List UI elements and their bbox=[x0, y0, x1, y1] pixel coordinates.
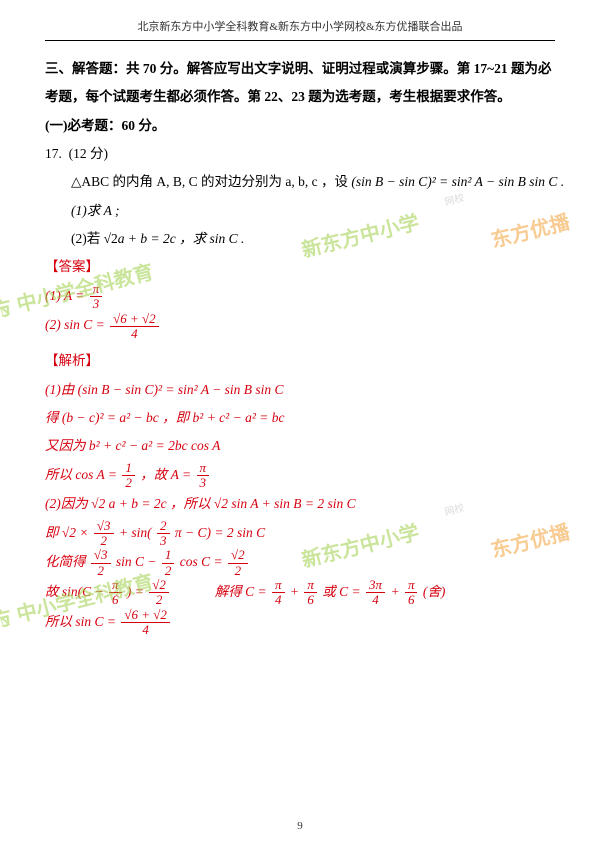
sol-l7: 化简得 √32 sin C − 12 cos C = √22 bbox=[45, 548, 555, 578]
sol-l4: 所以 cos A = 12 ，故 A = π3 bbox=[45, 461, 555, 491]
sol-l8: 故 sin(C − π6 ) = √22 解得 C = π4 + π6 或 C … bbox=[45, 578, 555, 608]
q17-header: 17. (12 分) bbox=[45, 140, 555, 168]
q17-part1: (1)求 A ; bbox=[45, 197, 555, 225]
page-number: 9 bbox=[0, 820, 600, 832]
answer-heading: 【答案】 bbox=[45, 253, 555, 281]
sol-l2: 得 (b − c)² = a² − bc ，即 b² + c² − a² = b… bbox=[45, 404, 555, 432]
section-subtitle: (一)必考题：60 分。 bbox=[45, 112, 555, 140]
q17-stem: △ABC 的内角 A, B, C 的对边分别为 a, b, c ，设 (sin … bbox=[45, 168, 555, 196]
sol-l5: (2)因为 √2 a + b = 2c ，所以 √2 sin A + sin B… bbox=[45, 490, 555, 518]
sol-l6: 即 √2 × √32 + sin( 23 π − C) = 2 sin C bbox=[45, 519, 555, 549]
section-title-line2: 考题，每个试题考生都必须作答。第 22、23 题为选考题，考生根据要求作答。 bbox=[45, 83, 555, 111]
sol-l9: 所以 sin C = √6 + √24 bbox=[45, 608, 555, 638]
answer-1: (1) A = π3 bbox=[45, 282, 555, 312]
sol-l3: 又因为 b² + c² − a² = 2bc cos A bbox=[45, 432, 555, 460]
q17-part2: (2)若 √2a + b = 2c ，求 sin C . bbox=[45, 225, 555, 253]
solution-heading: 【解析】 bbox=[45, 347, 555, 375]
answer-2: (2) sin C = √6 + √24 bbox=[45, 311, 555, 341]
sol-l1: (1)由 (sin B − sin C)² = sin² A − sin B s… bbox=[45, 376, 555, 404]
page-content: 三、解答题：共 70 分。解答应写出文字说明、证明过程或演算步骤。第 17~21… bbox=[0, 41, 600, 637]
section-title-line1: 三、解答题：共 70 分。解答应写出文字说明、证明过程或演算步骤。第 17~21… bbox=[45, 55, 555, 83]
page-header: 北京新东方中小学全科教育&新东方中小学网校&东方优播联合出品 bbox=[0, 0, 600, 38]
